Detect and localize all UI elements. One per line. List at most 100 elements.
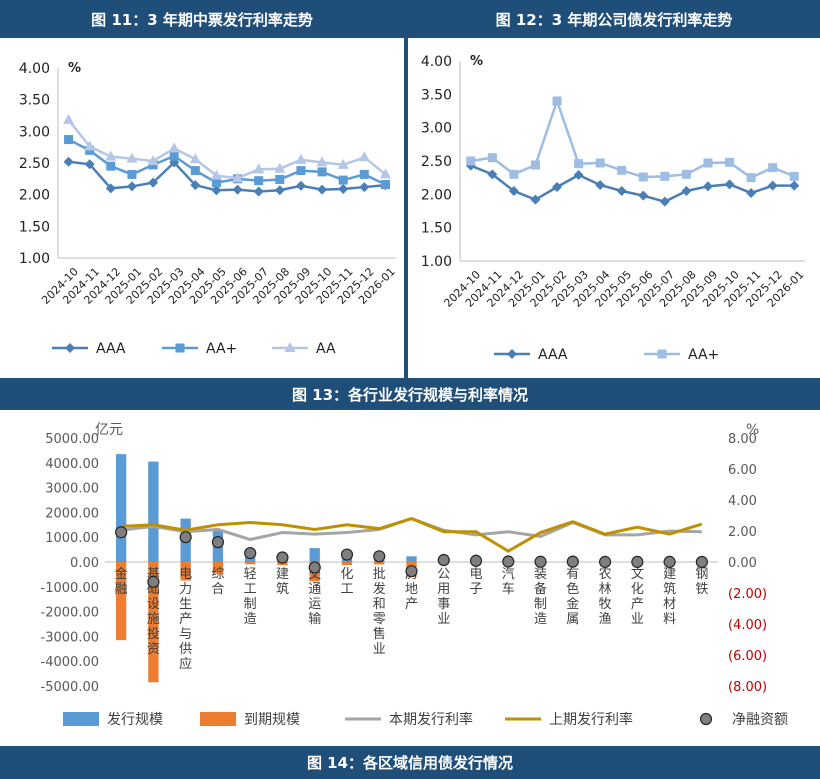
chart13-plot: 亿元 % 5000.00 4000.00 3000.00 2000.00 1000.00 0.… <box>41 422 788 728</box>
chart13-dot-净融资额 <box>566 555 579 568</box>
chart13-dot-净融资额 <box>211 536 225 549</box>
chart12-series-AAA-point <box>681 186 692 196</box>
chart12-series-AA+-point <box>703 158 713 168</box>
chart13-dot-净融资额 <box>534 555 547 568</box>
chart12-plot: 1.001.502.002.503.003.504.00 %2024-102024… <box>421 54 807 363</box>
chart12-series-AA+-point <box>768 163 778 173</box>
chart13-legend-本期发行利率-label: 本期发行利率 <box>389 711 473 728</box>
chart11-series-AA-point <box>379 168 391 179</box>
chart11-legend-AA-marker <box>284 342 296 352</box>
chart12-series-AAA-point <box>616 186 627 196</box>
chart12-series-AAA-point <box>767 180 778 191</box>
chart13-left-ytick-label: -5000.00 <box>41 680 99 695</box>
chart12-series-AAA-point <box>508 186 519 196</box>
chart13-dot-净融资额 <box>115 526 128 539</box>
chart11-series-AA-point <box>274 162 286 173</box>
chart13-left-ytick-label: 2000.00 <box>45 506 99 521</box>
chart13-legend-净融资额-label: 净融资额 <box>732 712 788 728</box>
chart11-series-AA+-point <box>254 176 264 186</box>
chart11-series-AAA-point <box>359 182 370 193</box>
chart13-xtick-label: 装备制造 <box>534 567 547 627</box>
chart13-dot-净融资额 <box>179 531 192 544</box>
chart13-left-axis-unit: 亿元 <box>95 422 123 438</box>
chart13-xtick-label: 电子 <box>470 567 483 597</box>
chart12-series-AAA-point <box>638 190 649 201</box>
chart12-ytick-label: 3.00 <box>421 121 452 137</box>
chart13-right-ytick-label: 2.00 <box>728 525 757 540</box>
chart11-series-AA+-point <box>64 135 74 145</box>
chart13-right-ytick-label: (8.00) <box>728 680 767 695</box>
chart12-ytick-label: 2.50 <box>421 154 452 170</box>
chart13-bar-到期规模 <box>148 562 159 683</box>
chart13-bar-发行规模 <box>115 454 127 562</box>
chart11-series-AA-point <box>84 140 96 151</box>
chart11-legend-AA+-label: AA+ <box>206 341 237 357</box>
chart11-ytick-label: 2.50 <box>19 156 50 172</box>
chart11-series-AAA-line <box>68 160 386 193</box>
chart12-series-AA+-point <box>574 159 584 169</box>
chart13-line-上期发行利率 <box>121 517 703 553</box>
chart12-series-AA+-point <box>509 169 519 179</box>
chart11-series-AA-point <box>168 142 180 153</box>
chart13-xtick-label: 综合 <box>211 567 224 597</box>
chart12-legend-AAA-marker <box>507 349 517 359</box>
chart13-xtick-label: 有色金属 <box>566 567 579 627</box>
chart13-legend-到期规模-label: 到期规模 <box>244 712 300 728</box>
chart13-legend-发行规模-swatch <box>63 712 99 726</box>
chart13-right-ytick-label: 8.00 <box>728 432 757 447</box>
chart11-title-banner: 图 11：3 年期中票发行利率走势 <box>0 0 404 38</box>
chart11-title: 图 11：3 年期中票发行利率走势 <box>91 10 313 29</box>
chart11-plot: 1.001.502.002.503.003.504.00 %2024-102024… <box>19 61 398 357</box>
chart11-series-AAA-point <box>190 180 201 191</box>
chart11-ytick-label: 1.00 <box>19 251 50 267</box>
chart11-ytick-label: 1.50 <box>19 219 50 235</box>
chart11-series-AA-point <box>105 150 117 161</box>
chart13-xtick-label: 公用事业 <box>437 567 450 627</box>
chart13-dot-净融资额 <box>276 551 289 564</box>
chart13-left-ytick-label: -1000.00 <box>41 581 99 596</box>
chart13-left-ytick-label: -3000.00 <box>41 630 99 645</box>
chart12-series-AA+-point <box>595 158 605 168</box>
chart13-bar-发行规模 <box>309 548 320 562</box>
chart12-legend-AA+-label: AA+ <box>688 347 719 363</box>
chart12-series-AAA-point <box>595 180 606 190</box>
chart13-right-ytick-label: (2.00) <box>728 587 767 602</box>
chart13-left-ytick-label: -4000.00 <box>41 655 99 670</box>
chart11-series-AAA-point <box>232 184 243 195</box>
chart12-series-AAA-point <box>530 194 541 205</box>
chart11-series-AAA-point <box>295 180 306 191</box>
chart13-xtick-label: 钢铁 <box>695 567 708 597</box>
chart13-title-banner: 图 13：各行业发行规模与利率情况 <box>0 378 820 410</box>
chart11-series-AA+-line <box>67 138 386 186</box>
chart11-series-AA-point <box>126 152 138 163</box>
chart13-bar-到期规模 <box>341 562 353 565</box>
chart13-dot-净融资额 <box>405 565 418 578</box>
chart13-legend-上期发行利率-label: 上期发行利率 <box>549 711 633 728</box>
chart11-series-AA-point <box>147 155 159 166</box>
chart11-series-AA+-point <box>296 166 306 176</box>
chart13-dot-净融资额 <box>631 555 644 568</box>
chart12-ytick-label: 1.00 <box>421 254 452 270</box>
chart12-series-AA+-point <box>487 153 497 163</box>
chart13-legend-发行规模-label: 发行规模 <box>107 712 163 728</box>
chart13-bar-到期规模 <box>374 562 385 565</box>
chart14-title-banner: 图 14：各区域信用债发行情况 <box>0 746 820 779</box>
chart12-series-AAA-point <box>789 180 800 191</box>
chart13-bar-到期规模 <box>180 562 191 581</box>
chart13-right-ytick-label: 0.00 <box>728 556 757 571</box>
chart12-series-AA+-point <box>725 157 735 167</box>
chart12-series-AA+-point <box>660 171 670 181</box>
chart11-ytick-label: 2.00 <box>19 188 50 204</box>
chart11-series-AA+-point <box>338 175 348 185</box>
chart12-series-AAA-point <box>465 160 476 171</box>
chart11-series-AAA-point <box>317 184 328 195</box>
chart13-xtick-label: 批发和零售业 <box>373 567 386 657</box>
chart13-right-ytick-label: (6.00) <box>728 649 767 664</box>
chart11-series-AA+-point <box>359 169 369 179</box>
chart11-series-AA+-point <box>169 151 179 161</box>
chart12-series-AAA-point <box>746 188 757 198</box>
chart12-series-AA+-point <box>746 173 756 183</box>
chart11-series-AAA-point <box>274 185 285 196</box>
chart12-series-AA+-point <box>789 171 799 181</box>
chart13-right-axis-unit: % <box>746 422 759 438</box>
